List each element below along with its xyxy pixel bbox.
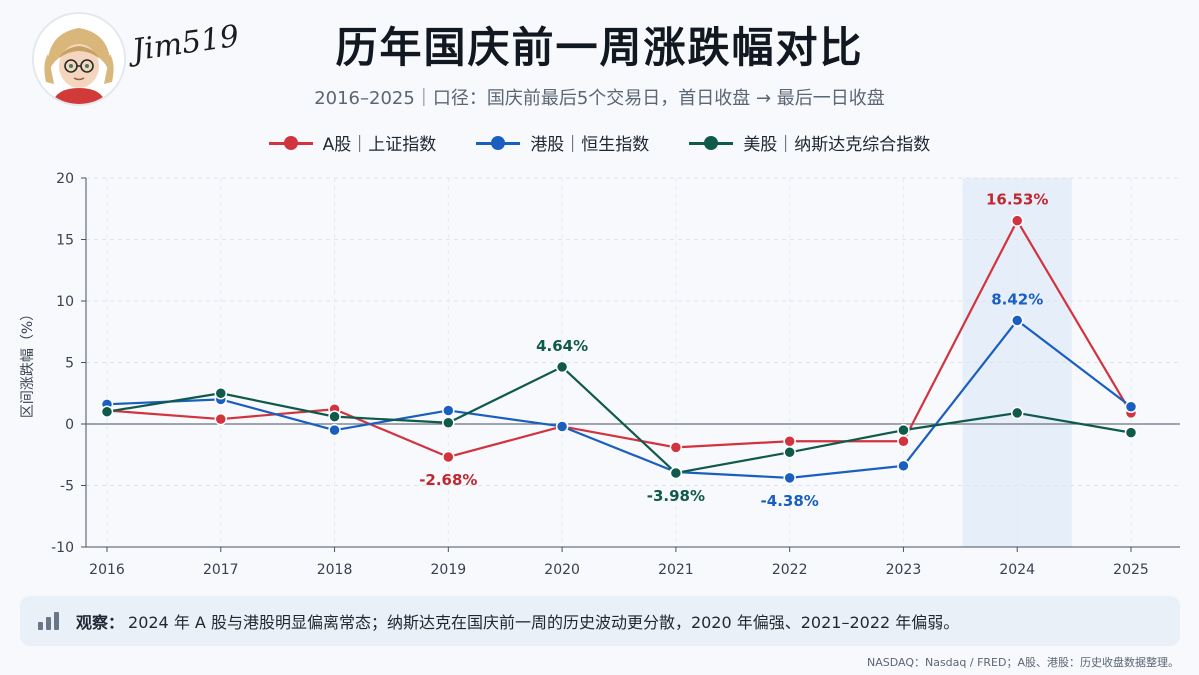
data-point <box>1124 400 1138 414</box>
x-tick-label: 2020 <box>544 562 580 578</box>
data-point <box>897 434 910 448</box>
data-point <box>783 446 796 459</box>
y-tick-label: 20 <box>56 171 74 187</box>
source-note: NASDAQ：Nasdaq / FRED；A股、港股：历史收盘数据整理。 <box>866 656 1179 669</box>
data-point <box>328 423 341 437</box>
legend-item-us: 美股｜纳斯达克综合指数 <box>689 130 930 155</box>
series-line-1 <box>106 319 1132 479</box>
x-tick-label: 2023 <box>886 562 922 578</box>
avatar-illustration <box>34 14 124 104</box>
y-tick-label: -10 <box>51 540 74 556</box>
chart-legend: A股｜上证指数 港股｜恒生指数 美股｜纳斯达克综合指数 <box>0 130 1199 155</box>
y-tick-label: 15 <box>56 233 74 249</box>
data-point <box>442 416 455 430</box>
avatar <box>32 12 126 106</box>
data-point <box>783 471 796 485</box>
data-point <box>1010 214 1024 227</box>
legend-swatch-us <box>689 135 734 150</box>
data-label: 16.53% <box>986 191 1048 209</box>
data-point <box>555 420 569 433</box>
page-title: 历年国庆前一周涨跌幅对比 <box>335 23 864 72</box>
y-tick-label: 0 <box>65 417 74 433</box>
data-point <box>214 387 228 400</box>
bar-chart-icon <box>38 612 60 630</box>
x-tick-label: 2017 <box>203 562 239 578</box>
page-subtitle: 2016–2025｜口径：国庆前最后5个交易日，首日收盘 → 最后一日收盘 <box>314 88 885 109</box>
header: Jim519 历年国庆前一周涨跌幅对比 2016–2025｜口径：国庆前最后5个… <box>0 0 1199 120</box>
data-point <box>442 450 455 464</box>
legend-label: 美股｜纳斯达克综合指数 <box>743 135 931 155</box>
legend-swatch-a-share <box>268 135 313 150</box>
data-point <box>669 466 683 480</box>
legend-item-hk: 港股｜恒生指数 <box>476 130 649 155</box>
data-point <box>442 404 455 417</box>
data-point <box>897 423 910 437</box>
data-point <box>1010 406 1024 420</box>
observation-text: 2024 年 A 股与港股明显偏离常态；纳斯达克在国庆前一周的历史波动更分散，2… <box>128 613 960 632</box>
data-point <box>1010 314 1024 327</box>
y-tick-label: -5 <box>60 479 74 495</box>
data-point <box>328 410 341 423</box>
series-line-2 <box>106 365 1132 475</box>
observation-box: 观察： 2024 年 A 股与港股明显偏离常态；纳斯达克在国庆前一周的历史波动更… <box>20 596 1180 646</box>
x-tick-label: 2019 <box>431 562 467 578</box>
legend-swatch-hk <box>476 135 521 150</box>
legend-label: 港股｜恒生指数 <box>530 135 650 155</box>
x-tick-label: 2024 <box>999 562 1035 578</box>
observation-label: 观察： <box>76 613 125 632</box>
x-tick-label: 2025 <box>1113 562 1149 578</box>
legend-label: A股｜上证指数 <box>322 135 437 155</box>
x-tick-label: 2022 <box>772 562 808 578</box>
legend-item-a-share: A股｜上证指数 <box>268 130 437 155</box>
data-point <box>1124 426 1138 439</box>
data-point <box>214 412 228 426</box>
data-label: 8.42% <box>991 290 1043 308</box>
data-label: -2.68% <box>419 471 477 489</box>
data-point <box>897 459 910 473</box>
line-chart: -10 -5 0 5 10 15 20 2016 2017 2018 2019 2020 2021 202… <box>20 171 1180 578</box>
data-point <box>783 434 796 448</box>
data-point <box>555 360 569 374</box>
x-tick-label: 2021 <box>658 562 694 578</box>
data-label: -4.38% <box>761 492 819 510</box>
x-tick-label: 2016 <box>89 562 125 578</box>
x-tick-label: 2018 <box>317 562 353 578</box>
data-point <box>669 441 683 454</box>
data-label: -3.98% <box>647 487 705 505</box>
y-axis-label: 区间涨跌幅（%） <box>20 307 36 418</box>
y-tick-label: 10 <box>56 294 74 310</box>
data-point <box>100 405 114 418</box>
data-label: 4.64% <box>536 337 588 355</box>
y-tick-label: 5 <box>65 356 74 372</box>
